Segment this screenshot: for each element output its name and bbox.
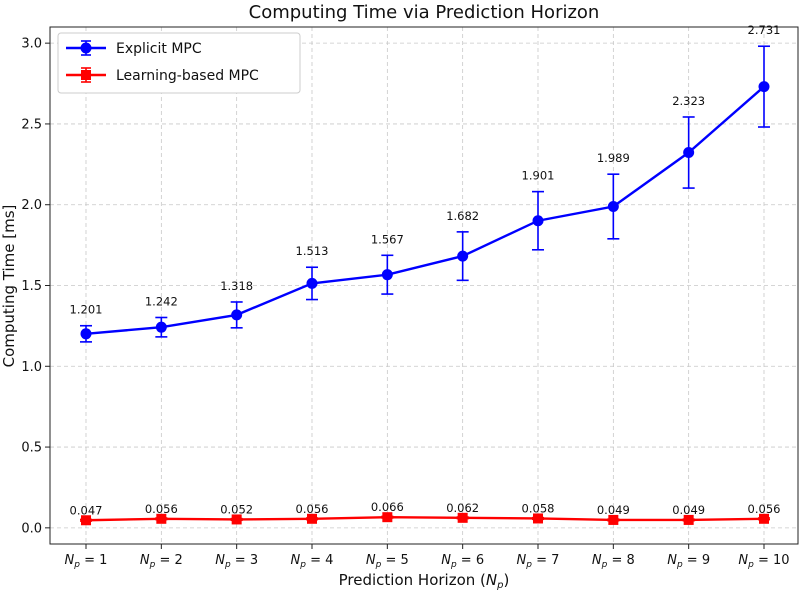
- learning-mpc-point: [231, 514, 242, 525]
- grid: [50, 27, 798, 544]
- learning-mpc-value-label: 0.052: [220, 502, 253, 516]
- explicit-mpc-value-label: 1.318: [220, 279, 253, 293]
- learning-mpc-value-label: 0.056: [145, 502, 178, 516]
- y-axis: 0.0 0.5 1.0 1.5 2.0 2.5 3.0: [21, 37, 50, 536]
- y-tick-label: 1.5: [21, 279, 42, 294]
- learning-mpc-value-label: 0.066: [371, 500, 404, 514]
- explicit-mpc-point: [532, 215, 544, 227]
- learning-mpc-value-label: 0.049: [597, 503, 630, 517]
- explicit-mpc-point: [607, 200, 619, 212]
- explicit-mpc-point: [381, 269, 393, 281]
- x-tick-label: Np = 4: [291, 553, 334, 570]
- explicit-mpc-value-label: 1.989: [597, 151, 630, 165]
- explicit-mpc-value-label: 1.201: [70, 303, 103, 317]
- x-tick-label: Np = 2: [140, 553, 183, 570]
- explicit-mpc-value-label: 2.323: [672, 94, 705, 108]
- explicit-mpc-point: [683, 147, 695, 159]
- x-tick-label: Np = 3: [215, 553, 258, 570]
- learning-mpc-point: [156, 513, 167, 524]
- x-tick-label: Np = 1: [65, 553, 108, 570]
- x-tick-label: Np = 6: [441, 553, 484, 570]
- learning-mpc-line: [85, 515, 765, 522]
- legend-box: [57, 32, 301, 94]
- explicit-mpc-value-label: 1.682: [446, 209, 479, 223]
- learning-mpc-point: [457, 512, 468, 523]
- x-tick-label: Np = 7: [517, 553, 560, 570]
- explicit-mpc-point: [155, 321, 167, 333]
- explicit-mpc-point: [457, 250, 469, 262]
- x-tick-label: Np = 8: [592, 553, 635, 570]
- x-axis-label-sub: p: [496, 580, 503, 591]
- y-tick-label: 3.0: [21, 37, 42, 52]
- learning-mpc-point: [759, 513, 769, 524]
- learning-mpc-point: [382, 512, 393, 523]
- learning-mpc-value-label: 0.049: [672, 503, 705, 517]
- explicit-mpc-point: [80, 328, 92, 340]
- legend-learning-mpc-marker: [81, 70, 91, 80]
- x-tick-label: Np = 10: [738, 553, 789, 570]
- y-tick-label: 0.0: [21, 521, 42, 536]
- x-tick-label: Np = 5: [366, 553, 409, 570]
- legend-explicit-mpc-marker: [80, 42, 92, 54]
- data-labels: 1.201 1.242 1.318 1.513 1.567 1.682 1.901 1.989…: [70, 23, 781, 517]
- y-tick-label: 1.0: [21, 360, 42, 375]
- learning-mpc-point: [307, 513, 317, 524]
- learning-mpc-value-label: 0.056: [296, 502, 329, 516]
- legend: Explicit MPC Learning-based MPC: [57, 32, 301, 94]
- explicit-mpc-point: [231, 309, 243, 321]
- explicit-mpc-value-label: 1.901: [522, 169, 555, 183]
- y-tick-label: 2.0: [21, 198, 42, 213]
- y-axis-label: Computing Time [ms]: [0, 205, 18, 368]
- series-group: [80, 45, 770, 526]
- y-tick-label: 0.5: [21, 441, 42, 456]
- learning-mpc-point: [608, 514, 619, 525]
- learning-mpc-point: [683, 514, 694, 525]
- x-axis-label: Prediction Horizon (Np): [339, 571, 510, 591]
- legend-explicit-mpc-label: Explicit MPC: [116, 41, 202, 57]
- x-axis-label-suffix: ): [504, 571, 510, 589]
- x-tick-label: Np = 9: [667, 553, 710, 570]
- learning-mpc-point: [533, 513, 543, 524]
- explicit-mpc-line: [85, 85, 765, 336]
- learning-mpc-value-label: 0.058: [522, 501, 555, 515]
- chart-title: Computing Time via Prediction Horizon: [249, 2, 600, 23]
- x-axis: Np = 1 Np = 2 Np = 3 Np = 4 Np = 5 Np = 6 Np =…: [65, 544, 790, 570]
- explicit-mpc-value-label: 1.242: [145, 294, 178, 308]
- learning-mpc-value-label: 0.062: [446, 501, 479, 515]
- explicit-mpc-value-label: 2.731: [748, 23, 781, 37]
- explicit-mpc-point: [758, 81, 770, 93]
- learning-mpc-value-label: 0.047: [70, 503, 103, 517]
- y-tick-label: 2.5: [21, 117, 42, 132]
- legend-learning-mpc-label: Learning-based MPC: [116, 68, 259, 84]
- x-axis-label-symbol: N: [486, 571, 497, 589]
- explicit-mpc-value-label: 1.567: [371, 232, 404, 246]
- learning-mpc-value-label: 0.056: [748, 502, 781, 516]
- x-axis-label-prefix: Prediction Horizon (: [339, 571, 486, 589]
- explicit-mpc-value-label: 1.513: [296, 244, 329, 258]
- learning-mpc-point: [81, 515, 91, 526]
- explicit-mpc-point: [306, 277, 318, 289]
